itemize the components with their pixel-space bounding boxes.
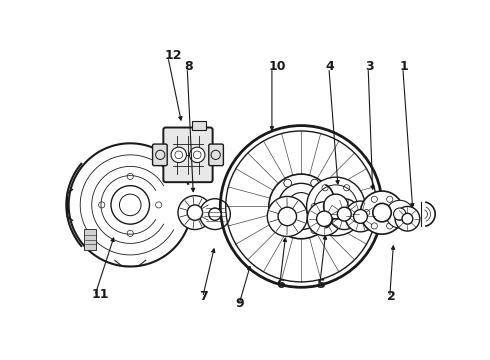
- Bar: [84, 229, 97, 250]
- Text: 4: 4: [326, 60, 335, 73]
- Text: 11: 11: [92, 288, 109, 301]
- Circle shape: [171, 147, 186, 163]
- Circle shape: [345, 201, 376, 232]
- Text: 6: 6: [276, 278, 285, 291]
- Text: 2: 2: [387, 289, 395, 303]
- Circle shape: [386, 200, 414, 228]
- Circle shape: [311, 226, 319, 234]
- Circle shape: [323, 194, 348, 219]
- Text: 12: 12: [165, 49, 182, 62]
- Circle shape: [307, 202, 341, 236]
- Circle shape: [402, 213, 413, 224]
- Circle shape: [371, 223, 377, 229]
- Circle shape: [373, 203, 392, 222]
- Circle shape: [284, 226, 292, 234]
- Circle shape: [311, 179, 319, 187]
- Text: 1: 1: [400, 60, 409, 73]
- Text: 9: 9: [236, 297, 245, 310]
- FancyBboxPatch shape: [152, 144, 167, 166]
- Circle shape: [278, 207, 296, 226]
- Text: 10: 10: [269, 60, 286, 73]
- FancyBboxPatch shape: [209, 144, 223, 166]
- Circle shape: [178, 195, 212, 230]
- Circle shape: [307, 177, 365, 236]
- Circle shape: [371, 196, 377, 202]
- Bar: [192, 121, 206, 130]
- Text: 7: 7: [199, 289, 208, 303]
- Circle shape: [199, 199, 230, 230]
- Circle shape: [329, 199, 360, 230]
- Circle shape: [361, 191, 404, 234]
- Circle shape: [354, 210, 368, 223]
- Text: 3: 3: [365, 60, 374, 73]
- Circle shape: [387, 196, 393, 202]
- Circle shape: [393, 208, 406, 220]
- Circle shape: [209, 208, 221, 220]
- Circle shape: [387, 223, 393, 229]
- Circle shape: [337, 207, 351, 221]
- Circle shape: [270, 203, 278, 210]
- Circle shape: [324, 203, 332, 210]
- Circle shape: [190, 147, 205, 163]
- Circle shape: [268, 197, 307, 237]
- Circle shape: [317, 211, 332, 226]
- Circle shape: [394, 210, 400, 216]
- Circle shape: [364, 210, 369, 216]
- Text: 5: 5: [317, 278, 325, 291]
- Circle shape: [187, 205, 203, 220]
- FancyBboxPatch shape: [163, 127, 213, 182]
- Circle shape: [395, 206, 420, 231]
- Circle shape: [284, 179, 292, 187]
- Text: 8: 8: [184, 60, 193, 73]
